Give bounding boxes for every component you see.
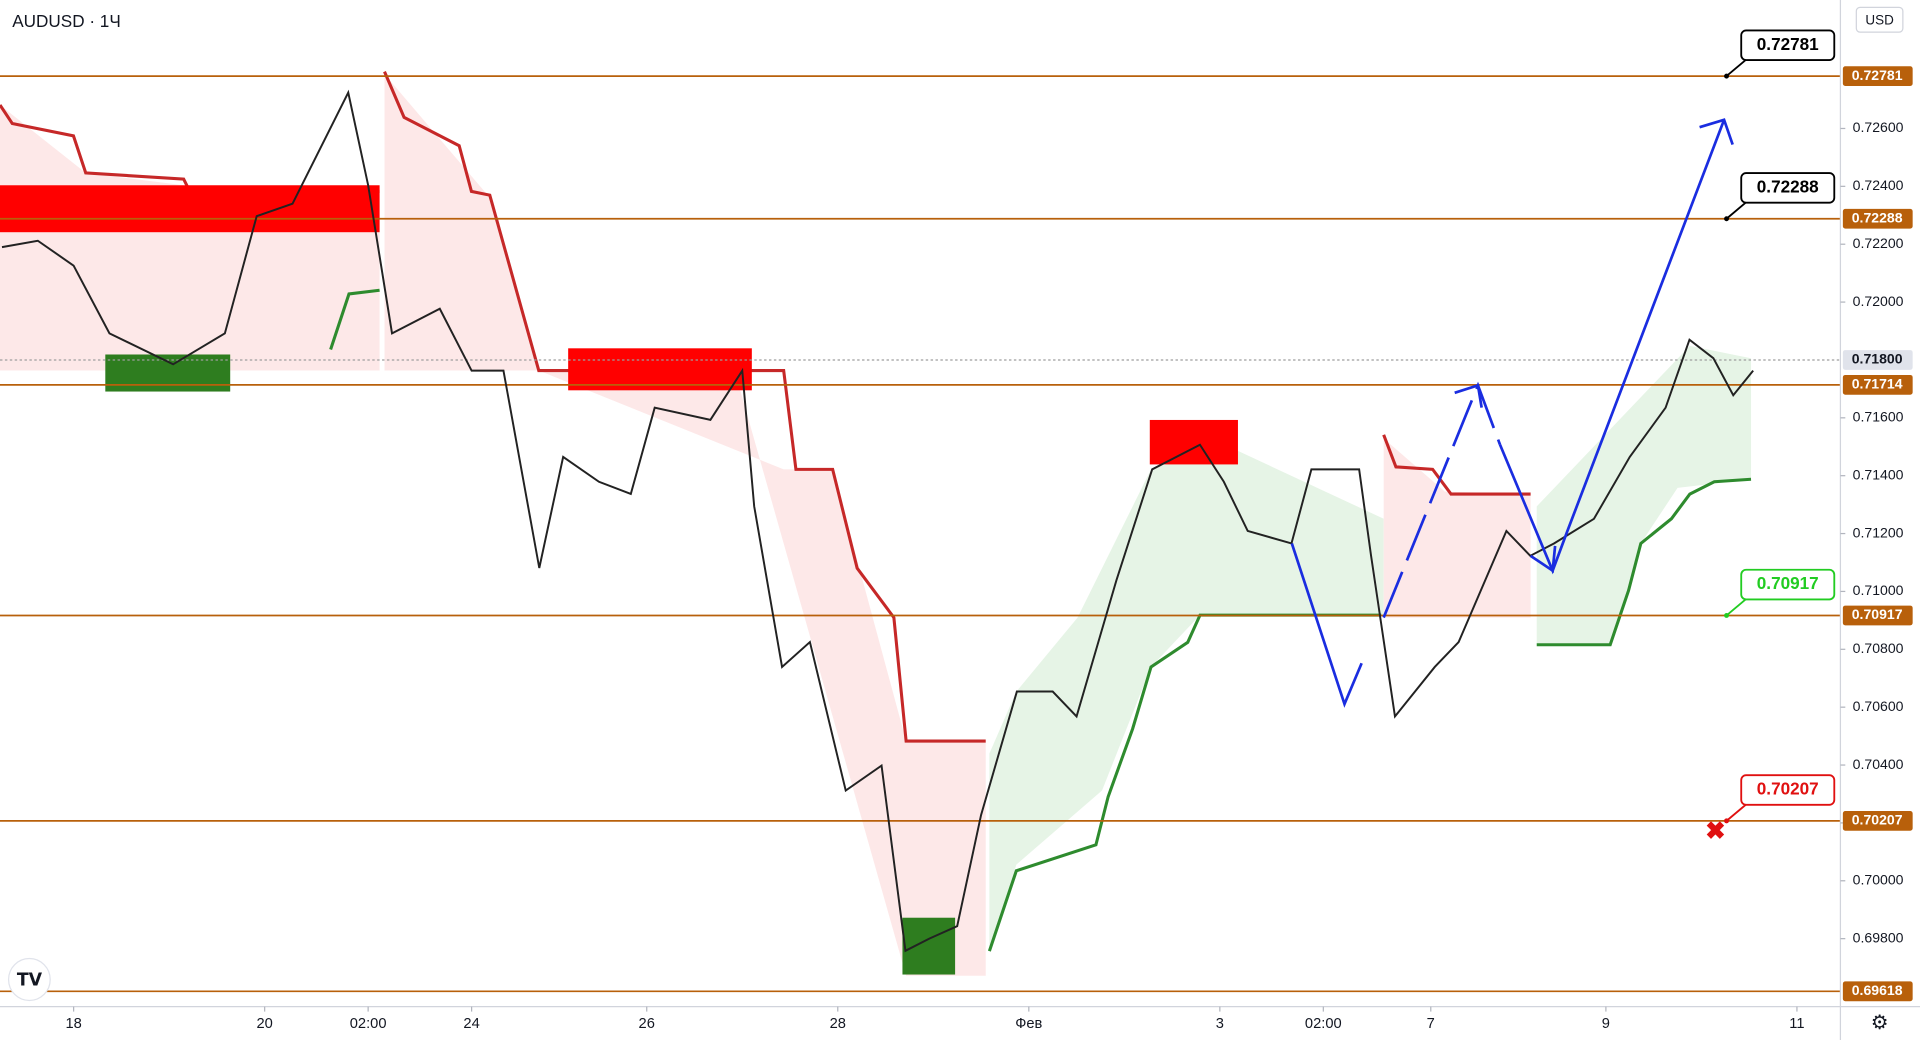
price-level-value: 0.70207 bbox=[1852, 812, 1903, 828]
trend-line bbox=[383, 71, 986, 743]
trend-area bbox=[989, 444, 1384, 952]
callout-label: 0.70917 bbox=[1757, 573, 1819, 593]
trend-line bbox=[329, 288, 380, 351]
price-level-value: 0.70917 bbox=[1852, 606, 1903, 622]
callout-anchor bbox=[1724, 612, 1729, 618]
price-level-tag bbox=[1842, 66, 1913, 86]
settings-icon[interactable]: ⚙ bbox=[1871, 1012, 1889, 1034]
x-tick-label: 28 bbox=[830, 1016, 846, 1032]
trend-line bbox=[1382, 434, 1531, 496]
currency-button[interactable] bbox=[1855, 6, 1904, 33]
price-level-tag bbox=[1842, 350, 1913, 370]
y-tick-label: 0.71400 bbox=[1853, 466, 1904, 482]
symbol-title: AUDUSD · 1Ч bbox=[12, 11, 120, 31]
price-level-tag bbox=[1842, 208, 1913, 229]
arrow bbox=[1454, 383, 1483, 408]
callout-anchor bbox=[1724, 216, 1729, 222]
supply-zone bbox=[1149, 419, 1238, 465]
arrow bbox=[1529, 545, 1557, 574]
callout-label: 0.72288 bbox=[1757, 176, 1819, 196]
price-level-tag bbox=[1842, 605, 1913, 626]
arrow bbox=[1699, 118, 1734, 145]
price-level-tag bbox=[1842, 811, 1913, 831]
price-level-value: 0.71800 bbox=[1852, 351, 1903, 367]
projection-arrows bbox=[1290, 118, 1734, 708]
price-level-value: 0.72781 bbox=[1852, 67, 1903, 83]
callout-box bbox=[1740, 172, 1836, 204]
trend-area bbox=[384, 74, 986, 976]
x-tick-label: 11 bbox=[1789, 1016, 1804, 1032]
callout-box bbox=[1740, 568, 1836, 601]
price-level-tag bbox=[1842, 374, 1913, 395]
y-tick-label: 0.72600 bbox=[1853, 119, 1904, 135]
y-tick-label: 0.70000 bbox=[1853, 871, 1904, 887]
y-tick-label: 0.71600 bbox=[1853, 409, 1904, 425]
callout-anchor bbox=[1724, 818, 1729, 824]
price-level-value: 0.69618 bbox=[1852, 982, 1903, 998]
y-tick-label: 0.70400 bbox=[1853, 756, 1904, 772]
x-tick-label: 20 bbox=[256, 1016, 272, 1032]
svg-text:𝗧𝗩: 𝗧𝗩 bbox=[17, 969, 43, 989]
price-level-value: 0.72288 bbox=[1852, 209, 1903, 225]
callout-anchor bbox=[1724, 73, 1729, 79]
y-tick-label: 0.70800 bbox=[1853, 640, 1904, 656]
arrow bbox=[1290, 543, 1363, 708]
trend-line bbox=[1536, 477, 1752, 647]
demand-zone bbox=[902, 917, 956, 975]
callout-label: 0.72781 bbox=[1757, 34, 1819, 54]
y-tick-label: 0.69800 bbox=[1853, 929, 1904, 945]
trend-area bbox=[1536, 345, 1752, 645]
callout-box bbox=[1740, 774, 1836, 806]
x-tick-label: 3 bbox=[1216, 1016, 1224, 1032]
y-tick-label: 0.71200 bbox=[1853, 524, 1904, 540]
x-tick-label: 9 bbox=[1602, 1016, 1610, 1032]
y-tick-label: 0.72000 bbox=[1853, 293, 1904, 309]
plot-area bbox=[0, 75, 1841, 993]
x-tick-label: 02:00 bbox=[1305, 1016, 1342, 1032]
x-tick-label: 24 bbox=[463, 1016, 479, 1032]
callout-label: 0.70207 bbox=[1757, 779, 1819, 799]
y-tick-label: 0.71000 bbox=[1853, 582, 1904, 598]
x-tick-label: 02:00 bbox=[350, 1016, 387, 1032]
trend-area bbox=[1383, 438, 1531, 618]
callout-box bbox=[1740, 29, 1836, 61]
x-tick-label: 7 bbox=[1427, 1016, 1435, 1032]
y-tick-label: 0.70600 bbox=[1853, 698, 1904, 714]
y-tick-label: 0.72200 bbox=[1853, 235, 1904, 251]
arrow bbox=[1498, 119, 1726, 575]
price-level-tag bbox=[1842, 981, 1913, 1002]
supply-zone bbox=[568, 348, 752, 391]
logo: 𝗧𝗩 bbox=[7, 957, 51, 1002]
x-tick-label: Фев bbox=[1015, 1016, 1042, 1032]
price-line bbox=[1, 89, 1754, 953]
trend-line bbox=[987, 613, 1382, 952]
stop-mark: ✖ bbox=[1705, 818, 1726, 845]
supply-zone bbox=[0, 185, 380, 233]
x-tick-label: 26 bbox=[639, 1016, 655, 1032]
y-tick-label: 0.72400 bbox=[1853, 177, 1904, 193]
currency-label[interactable]: USD bbox=[1865, 13, 1894, 28]
price-level-value: 0.71714 bbox=[1852, 376, 1903, 392]
x-tick-label: 18 bbox=[65, 1016, 81, 1032]
